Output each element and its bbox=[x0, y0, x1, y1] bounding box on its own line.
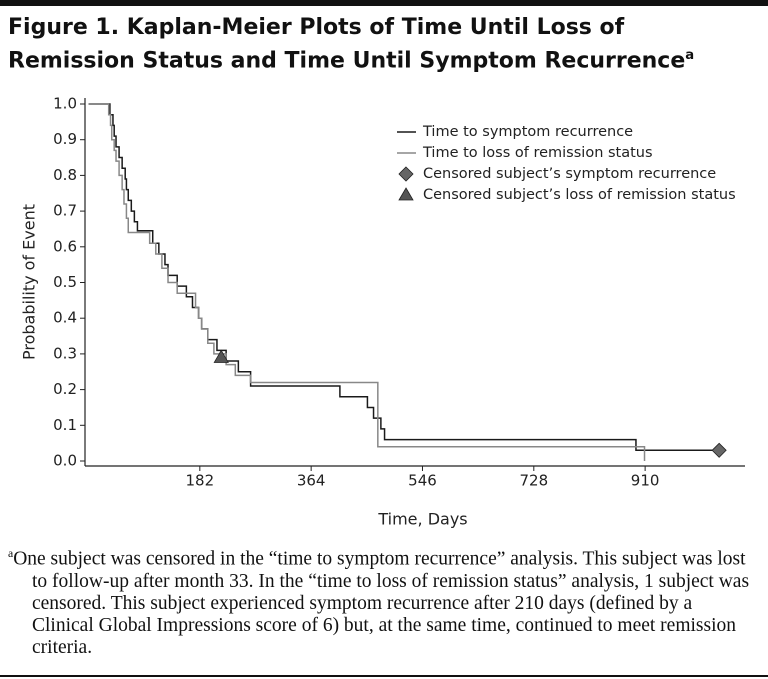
legend-symbol bbox=[398, 166, 414, 182]
y-axis-label: Probability of Event bbox=[20, 204, 39, 360]
y-tick-label: 0.9 bbox=[53, 130, 77, 148]
legend-label: Censored subject’s loss of remission sta… bbox=[423, 187, 736, 203]
y-tick-label: 0.2 bbox=[53, 380, 77, 398]
censor-triangle bbox=[213, 349, 229, 363]
x-tick-label: 910 bbox=[631, 472, 660, 490]
y-tick-label: 0.4 bbox=[53, 309, 77, 327]
y-tick-label: 0.8 bbox=[53, 166, 77, 184]
survival-line bbox=[88, 103, 720, 452]
title-note: a bbox=[685, 48, 695, 63]
chart-title: Figure 1. Kaplan-Meier Plots of Time Unt… bbox=[8, 15, 686, 74]
y-tick-label: 0.3 bbox=[53, 344, 77, 362]
y-tick-label: 0.5 bbox=[53, 273, 77, 291]
y-tick-label: 0.7 bbox=[53, 202, 77, 220]
x-axis-label: Time, Days bbox=[377, 510, 467, 529]
footnote-text: One subject was censored in the “time to… bbox=[13, 548, 750, 658]
legend-label: Time to symptom recurrence bbox=[422, 124, 633, 140]
legend-label: Time to loss of remission status bbox=[422, 145, 653, 161]
title-block: Figure 1. Kaplan-Meier Plots of Time Unt… bbox=[8, 14, 758, 75]
y-tick-label: 0.6 bbox=[53, 237, 77, 255]
x-tick-label: 546 bbox=[408, 472, 437, 490]
x-tick-label: 728 bbox=[519, 472, 548, 490]
censor-diamond bbox=[711, 442, 727, 458]
x-tick-label: 182 bbox=[186, 472, 215, 490]
top-rule bbox=[0, 0, 768, 6]
footnote: aOne subject was censored in the “time t… bbox=[8, 543, 756, 659]
bottom-rule bbox=[0, 675, 768, 677]
footnote-marker: a bbox=[8, 547, 14, 560]
legend-label: Censored subject’s symptom recurrence bbox=[423, 166, 716, 182]
y-tick-label: 0.0 bbox=[53, 452, 77, 470]
legend-symbol bbox=[398, 187, 414, 201]
x-tick-label: 364 bbox=[297, 472, 326, 490]
y-tick-label: 0.1 bbox=[53, 416, 77, 434]
y-tick-label: 1.0 bbox=[53, 95, 77, 113]
